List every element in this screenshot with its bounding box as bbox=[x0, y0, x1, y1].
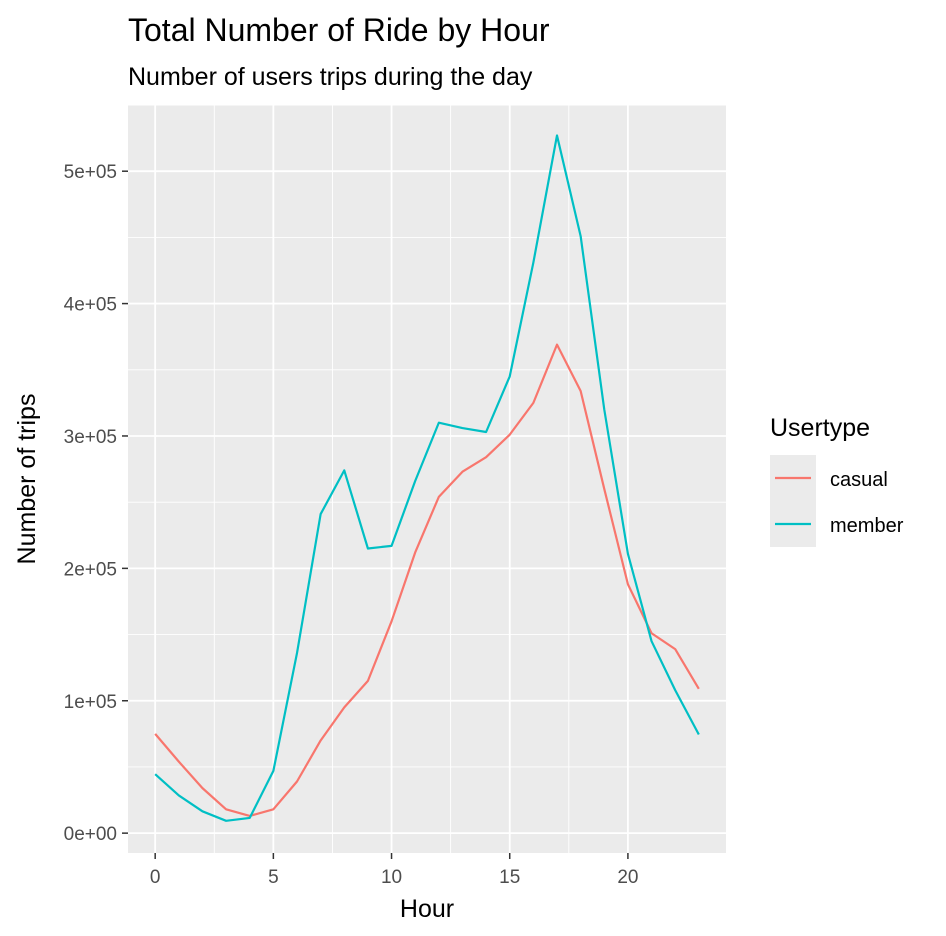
x-tick-label: 20 bbox=[617, 867, 638, 888]
chart-subtitle: Number of users trips during the day bbox=[128, 63, 533, 91]
y-axis-title: Number of trips bbox=[13, 394, 41, 565]
chart-title: Total Number of Ride by Hour bbox=[128, 12, 550, 48]
grid-minor bbox=[128, 104, 726, 853]
y-tick-label: 1e+05 bbox=[64, 692, 117, 713]
y-tick-label: 5e+05 bbox=[64, 162, 117, 183]
y-axis: 0e+00 1e+05 2e+05 3e+05 4e+05 5e+05 bbox=[64, 162, 128, 845]
y-tick-label: 3e+05 bbox=[64, 427, 117, 448]
legend-label-casual: casual bbox=[830, 469, 888, 491]
y-tick-label: 2e+05 bbox=[64, 559, 117, 580]
legend: Usertype casual member bbox=[770, 414, 904, 547]
series-line-casual bbox=[154, 343, 700, 818]
series-lines bbox=[154, 134, 700, 822]
y-tick-label: 4e+05 bbox=[64, 295, 117, 316]
grid-major bbox=[128, 105, 726, 853]
x-tick-label: 0 bbox=[150, 867, 161, 888]
x-tick-label: 10 bbox=[381, 867, 402, 888]
series-line-member bbox=[154, 134, 700, 822]
x-axis: 0 5 10 15 20 bbox=[150, 853, 638, 888]
y-tick-label: 0e+00 bbox=[64, 824, 117, 845]
legend-key-bg bbox=[770, 455, 816, 547]
legend-title: Usertype bbox=[770, 414, 870, 442]
x-axis-title: Hour bbox=[400, 895, 454, 923]
x-tick-label: 5 bbox=[268, 867, 279, 888]
legend-label-member: member bbox=[830, 515, 904, 537]
x-tick-label: 15 bbox=[499, 867, 520, 888]
plot-panel bbox=[128, 105, 726, 853]
